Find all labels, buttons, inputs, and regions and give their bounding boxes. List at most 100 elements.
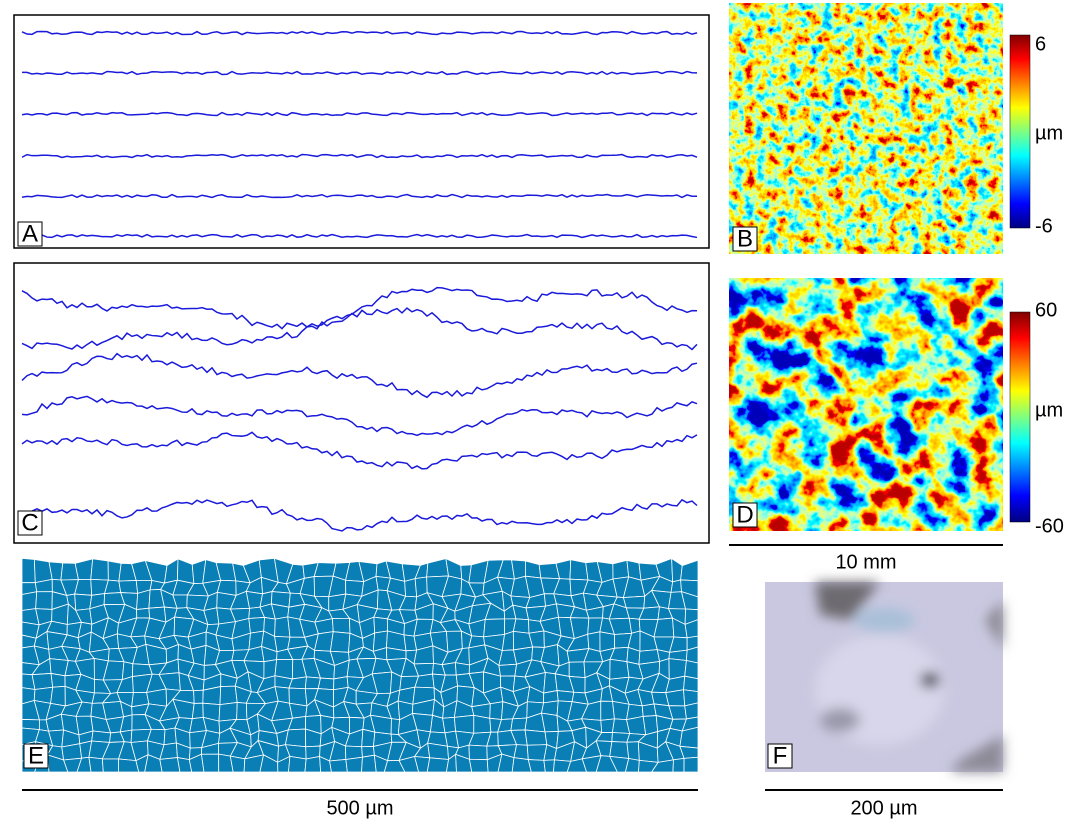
profile-line (21, 193, 698, 199)
profiles-c (21, 286, 698, 532)
cell (345, 579, 365, 597)
cell (426, 757, 450, 773)
cell (191, 702, 204, 720)
cell (543, 759, 555, 773)
panel-label: C (17, 509, 43, 536)
scale-text: 200 µm (850, 797, 917, 819)
cell (90, 558, 109, 581)
cell (513, 744, 529, 761)
label: D (736, 501, 753, 528)
cell (229, 755, 246, 773)
micrograph-f (765, 582, 1003, 772)
cell (50, 685, 66, 707)
cell (21, 557, 36, 584)
cell (525, 560, 542, 579)
cell (91, 730, 112, 743)
cell (136, 607, 151, 619)
cell (102, 701, 125, 720)
colorbar-min: -60 (1035, 515, 1064, 537)
cell (21, 591, 38, 611)
cell (88, 756, 104, 773)
cell (670, 579, 682, 593)
cell (284, 728, 307, 748)
colorbar-b (1009, 34, 1031, 229)
cell (684, 702, 699, 720)
panel-label: E (23, 742, 49, 769)
cell (236, 702, 248, 721)
cell (61, 743, 83, 761)
cell (683, 756, 699, 773)
cell (35, 591, 53, 610)
cell (74, 558, 94, 581)
scale-text: 500 µm (326, 797, 393, 819)
cell (159, 757, 181, 773)
cell (317, 677, 335, 691)
panel-label: F (767, 742, 793, 769)
cell (473, 714, 492, 734)
cell (511, 559, 526, 580)
panel-label: A (17, 220, 43, 247)
cell (524, 729, 548, 746)
cell (219, 685, 238, 706)
cell (329, 759, 348, 773)
label: E (28, 742, 44, 769)
cell (426, 558, 449, 578)
profile-line (21, 307, 698, 351)
cell (118, 580, 139, 594)
cell (626, 715, 647, 736)
profile-line (21, 286, 698, 330)
panel-label: B (732, 225, 758, 252)
colorbar-unit: µm (1035, 399, 1063, 421)
panel-label: D (732, 501, 758, 528)
profile-line (21, 395, 698, 437)
height-map-d (729, 278, 1003, 531)
cell (526, 744, 548, 761)
cell (609, 658, 630, 680)
cell (288, 702, 308, 719)
profile-line (21, 111, 698, 117)
label: B (737, 225, 753, 252)
profile-line (21, 30, 698, 36)
cell (468, 744, 488, 761)
colorbar-max: 6 (1035, 33, 1046, 55)
cell (193, 689, 204, 704)
cell (136, 589, 151, 611)
cell (218, 702, 238, 722)
cell (345, 756, 363, 773)
cell (454, 662, 470, 676)
cell (453, 714, 475, 734)
cell (512, 618, 530, 634)
cell (50, 672, 66, 688)
cell (176, 558, 195, 585)
cell (361, 754, 377, 773)
colorbar-min: -6 (1035, 215, 1053, 237)
label: A (22, 220, 38, 247)
cell (427, 742, 450, 760)
profile-line (21, 233, 698, 239)
panel-a-frame (13, 14, 710, 249)
label: C (21, 509, 38, 536)
cell (683, 675, 699, 693)
cell (498, 663, 518, 677)
profile-line (21, 498, 698, 532)
cell (527, 759, 546, 773)
cell (665, 689, 686, 707)
cell (556, 690, 575, 703)
cell (510, 717, 528, 731)
cell (569, 559, 589, 581)
cell (361, 728, 376, 748)
cell (329, 631, 351, 653)
cell (609, 741, 630, 759)
cell (74, 593, 93, 611)
profile-line (21, 352, 698, 399)
colorbar-unit: µm (1035, 122, 1063, 144)
cell (163, 727, 177, 746)
cell (101, 758, 119, 773)
height-map-b (729, 3, 1003, 254)
cells-e (21, 557, 699, 773)
cell (672, 757, 685, 773)
cell (313, 562, 337, 577)
profile-line (21, 431, 698, 470)
cell (200, 753, 220, 773)
